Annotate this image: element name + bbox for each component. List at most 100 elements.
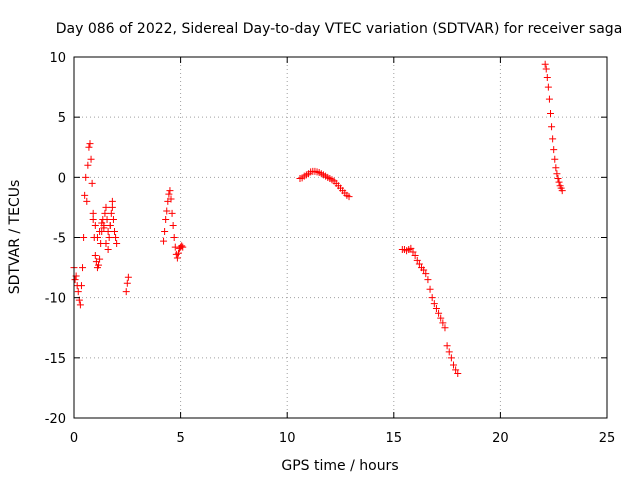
data-point (420, 266, 428, 274)
data-point (454, 369, 462, 377)
series-segment-5 (296, 167, 353, 201)
x-tick-label: 0 (70, 431, 78, 446)
data-point (122, 288, 130, 296)
y-axis-label: SDTVAR / TECUs (7, 180, 23, 295)
y-tick-label: -10 (45, 292, 66, 307)
data-point (452, 366, 460, 374)
data-point (541, 60, 549, 68)
data-point (409, 248, 417, 256)
data-point (82, 173, 90, 181)
data-point (422, 270, 430, 278)
data-point (407, 244, 415, 252)
y-tick-label: -15 (45, 352, 66, 367)
series-segment-2 (89, 203, 116, 254)
data-point (545, 95, 553, 103)
data-point (447, 354, 455, 362)
series-segment-4 (160, 187, 187, 262)
data-point (424, 276, 432, 284)
data-point (80, 234, 88, 241)
x-tick-label: 15 (386, 431, 403, 446)
data-point (544, 83, 552, 91)
grid-layer (74, 57, 607, 418)
data-point (112, 234, 120, 241)
data-point (113, 240, 121, 248)
data-point (108, 203, 116, 211)
data-point (83, 197, 91, 205)
data-point (552, 164, 560, 172)
data-point (169, 221, 177, 229)
data-point (168, 209, 176, 217)
data-point (107, 209, 115, 217)
y-tick-label: 10 (49, 51, 66, 66)
data-point (105, 234, 113, 241)
data-point (96, 227, 104, 235)
data-point (426, 285, 434, 293)
data-point (109, 215, 117, 223)
data-point (542, 65, 550, 73)
data-point (553, 170, 561, 178)
data-point (430, 300, 438, 308)
y-tick-label: -5 (53, 232, 66, 247)
data-point (548, 123, 556, 131)
data-point (102, 240, 110, 248)
data-point (102, 203, 110, 211)
chart-title: Day 086 of 2022, Sidereal Day-to-day VTE… (56, 21, 623, 37)
data-point (104, 246, 112, 254)
data-point (74, 288, 82, 296)
data-point (449, 361, 457, 369)
data-point (443, 342, 451, 350)
data-point (161, 227, 169, 235)
data-point (93, 234, 101, 241)
data-point (104, 227, 112, 235)
data-point (91, 221, 99, 229)
x-tick-label: 25 (599, 431, 616, 446)
data-point (441, 324, 449, 332)
data-point (108, 197, 116, 205)
data-point (162, 215, 170, 223)
data-point (87, 155, 95, 163)
data-point (179, 243, 187, 251)
data-point (163, 207, 171, 215)
data-point (166, 187, 174, 195)
data-point (558, 187, 566, 195)
plot-frame (73, 56, 608, 419)
data-point (106, 221, 114, 229)
y-tick-label: -20 (45, 412, 66, 427)
data-point (411, 252, 419, 260)
x-tick-label: 5 (176, 431, 184, 446)
data-point (77, 282, 85, 290)
data-point (167, 195, 175, 203)
data-point (170, 234, 178, 241)
data-point (95, 261, 103, 269)
data-point (555, 178, 563, 186)
data-point (111, 227, 119, 235)
data-point (550, 146, 558, 154)
data-point (86, 140, 94, 148)
data-point (89, 215, 97, 223)
data-point (178, 242, 186, 250)
data-point (547, 110, 555, 118)
data-point (554, 175, 562, 183)
x-axis-label: GPS time / hours (281, 458, 398, 474)
data-point (96, 255, 104, 263)
data-point (445, 348, 453, 356)
data-point (124, 273, 132, 281)
data-point (435, 309, 443, 317)
data-point (413, 256, 421, 264)
data-point (543, 73, 551, 81)
data-point (103, 215, 111, 223)
data-point (345, 193, 353, 201)
tick-labels: 0 5 10 15 20 25 -20 -15 -10 -5 0 5 10 (45, 51, 616, 446)
data-point (81, 191, 89, 199)
series-segment-7 (541, 60, 566, 195)
data-point (173, 254, 181, 262)
data-point (85, 143, 93, 151)
series-segment-6 (398, 244, 462, 377)
data-point (91, 252, 99, 260)
data-point (437, 314, 445, 322)
data-point (101, 209, 109, 217)
axis-ticks (73, 56, 608, 419)
data-point (160, 237, 168, 245)
x-tick-label: 20 (492, 431, 509, 446)
y-tick-label: 5 (58, 111, 66, 126)
